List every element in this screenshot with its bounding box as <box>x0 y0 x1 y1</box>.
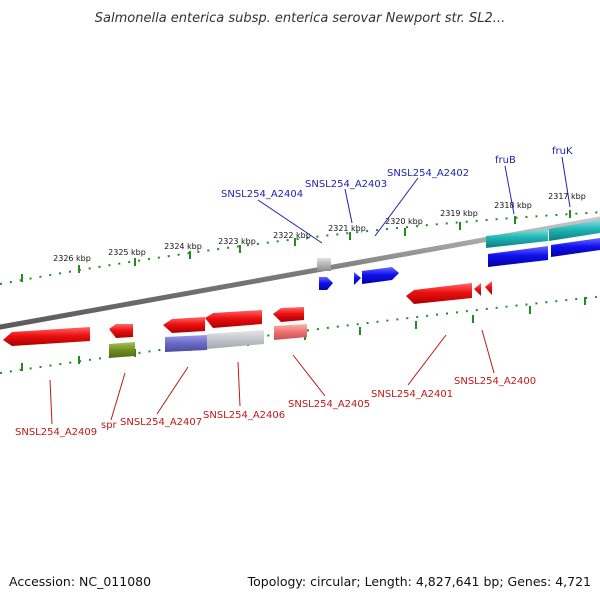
feature-fruK-cds[interactable] <box>551 238 600 257</box>
label-a2409[interactable]: SNSL254_A2409 <box>15 427 97 438</box>
feature-spr[interactable] <box>109 324 133 338</box>
forward-features <box>317 220 600 290</box>
feature-a2407[interactable] <box>163 317 205 333</box>
reverse-features <box>3 281 492 358</box>
label-a2403[interactable]: SNSL254_A2403 <box>305 179 387 190</box>
label-a2407[interactable]: SNSL254_A2407 <box>120 417 202 428</box>
label-a2400[interactable]: SNSL254_A2400 <box>454 376 536 387</box>
feature-fruB-cds[interactable] <box>488 246 548 267</box>
feature-a2400[interactable] <box>485 281 492 295</box>
label-a2402[interactable]: SNSL254_A2402 <box>387 168 469 179</box>
tick-label: 2323 kbp <box>218 237 256 246</box>
map-title: Salmonella enterica subsp. enterica sero… <box>95 11 505 26</box>
feature-pseudo[interactable] <box>317 258 331 271</box>
tick-label: 2325 kbp <box>108 248 146 257</box>
bottom-label-leaders <box>49 329 495 425</box>
tick-label: 2318 kbp <box>494 201 532 210</box>
label-a2405[interactable]: SNSL254_A2405 <box>288 399 370 410</box>
feature-spr-pseudo[interactable] <box>109 342 135 358</box>
feature-a2409[interactable] <box>3 327 90 346</box>
feature-a2401[interactable] <box>406 283 472 304</box>
label-a2401[interactable]: SNSL254_A2401 <box>371 389 453 400</box>
tick-label: 2321 kbp <box>328 224 366 233</box>
feature-a2405-pseudo[interactable] <box>274 324 307 340</box>
tick-label: 2324 kbp <box>164 242 202 251</box>
tick-label: 2322 kbp <box>273 231 311 240</box>
feature-fruB[interactable] <box>486 229 548 248</box>
tick-label: 2319 kbp <box>440 209 478 218</box>
feature-a2402[interactable] <box>362 267 399 284</box>
feature-fruK[interactable] <box>549 220 600 241</box>
topology-summary: Topology: circular; Length: 4,827,641 bp… <box>247 574 591 589</box>
top-label-leaders <box>257 156 571 244</box>
feature-a2407-pseudo[interactable] <box>165 335 207 352</box>
feature-a2405[interactable] <box>273 307 304 322</box>
label-a2404[interactable]: SNSL254_A2404 <box>221 189 303 200</box>
feature-a2406-pseudo[interactable] <box>207 330 264 349</box>
feature-a2406[interactable] <box>205 310 262 328</box>
label-fruB[interactable]: fruB <box>495 155 516 166</box>
feature-a2400a[interactable] <box>474 283 481 296</box>
tick-label: 2320 kbp <box>385 217 423 226</box>
feature-a2403[interactable] <box>354 272 361 285</box>
label-spr[interactable]: spr <box>101 420 118 431</box>
tick-label: 2326 kbp <box>53 254 91 263</box>
tick-label: 2317 kbp <box>548 192 586 201</box>
label-fruK[interactable]: fruK <box>552 146 573 157</box>
kbp-tick-labels: 2326 kbp 2325 kbp 2324 kbp 2323 kbp 2322… <box>53 192 586 263</box>
accession-text: Accession: NC_011080 <box>9 574 151 589</box>
feature-a2404[interactable] <box>319 277 333 290</box>
label-a2406[interactable]: SNSL254_A2406 <box>203 410 285 421</box>
